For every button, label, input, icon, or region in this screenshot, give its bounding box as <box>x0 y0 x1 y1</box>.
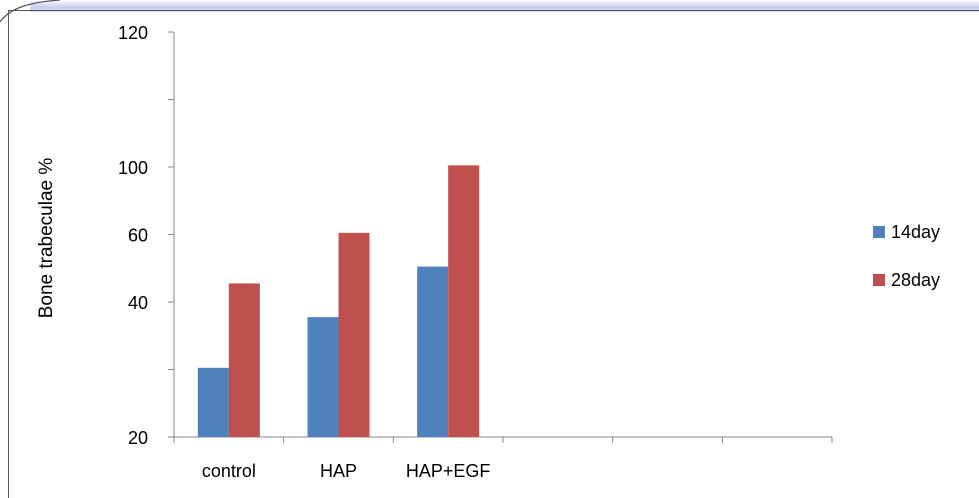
x-tick-label: control <box>202 461 256 481</box>
chart-frame <box>8 10 979 498</box>
legend-swatch-14day <box>873 226 885 238</box>
bar-28day-control <box>228 283 260 437</box>
x-tick-label: HAP <box>320 461 357 481</box>
y-tick-label: 40 <box>128 293 148 313</box>
bar-28day-HAP+EGF <box>448 165 480 437</box>
y-tick-label: 20 <box>128 428 148 448</box>
corner-decoration <box>0 0 60 22</box>
bar-14day-control <box>197 367 229 437</box>
y-tick-label: 120 <box>118 23 148 43</box>
bar-14day-HAP+EGF <box>417 266 449 437</box>
y-tick-labels: 20 40 60 100 120 <box>118 23 148 448</box>
legend-label-14day: 14day <box>891 222 940 242</box>
legend: 14day 28day <box>873 222 940 290</box>
bar-14day-HAP <box>307 317 339 437</box>
y-axis-label: Bone trabeculae % <box>36 158 57 319</box>
bar-28day-HAP <box>338 232 370 437</box>
x-tick-label: HAP+EGF <box>406 461 491 481</box>
bars <box>197 165 480 437</box>
header-band <box>30 0 979 12</box>
y-tick-label: 100 <box>118 158 148 178</box>
y-tick-label: 60 <box>128 226 148 246</box>
x-tick-labels: control HAP HAP+EGF <box>202 461 491 481</box>
legend-label-28day: 28day <box>891 270 940 290</box>
axes <box>168 31 833 443</box>
legend-swatch-28day <box>873 274 885 286</box>
